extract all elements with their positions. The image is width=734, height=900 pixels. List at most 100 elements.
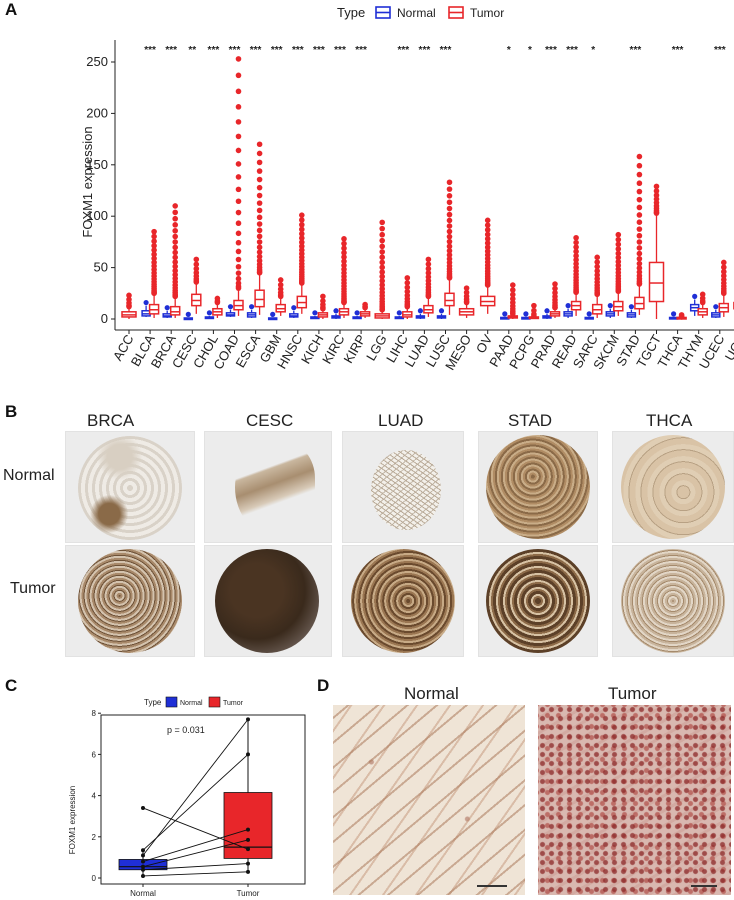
- outlier-point: [636, 260, 643, 267]
- panel-c-boxplot: Type Normal Tumor p = 0.031 FOXM1 expres…: [68, 696, 306, 898]
- significance-label: ***: [672, 45, 684, 56]
- panel-a-boxplot: Type Normal Tumor FOXM1 expression 0 50 10…: [80, 5, 734, 373]
- tumor-box-prad: [549, 281, 561, 318]
- column-label-stad: STAD: [508, 411, 553, 430]
- outlier-point: [446, 233, 453, 240]
- outlier-point: [256, 184, 263, 191]
- normal-box-luad: [415, 308, 426, 319]
- outlier-point: [636, 250, 643, 257]
- x-tick-label-ucs: UCS: [722, 332, 734, 364]
- paired-sample: [141, 827, 250, 864]
- outlier-point: [699, 291, 706, 298]
- outlier-point: [256, 214, 263, 221]
- outlier-point: [446, 243, 453, 250]
- outlier-point: [607, 303, 613, 309]
- outlier-point: [636, 180, 643, 187]
- normal-point: [141, 867, 145, 872]
- outlier-point: [446, 211, 453, 218]
- tumor-box-read: [570, 234, 582, 316]
- outlier-point: [143, 299, 149, 306]
- normal-point: [141, 859, 145, 864]
- outlier-point: [235, 133, 242, 140]
- outlier-point: [341, 240, 347, 247]
- outlier-point: [235, 270, 242, 276]
- outlier-point: [404, 284, 411, 291]
- plot-frame: [100, 714, 306, 885]
- outlier-point: [484, 222, 491, 228]
- significance-label: ***: [397, 45, 409, 56]
- outlier-point: [256, 221, 263, 227]
- outlier-point: [636, 171, 643, 178]
- tumor-box-meso: [458, 285, 475, 318]
- outlier-point: [615, 231, 622, 238]
- outlier-point: [573, 260, 579, 267]
- outlier-point: [256, 207, 263, 214]
- normal-box-cesc: [183, 311, 194, 321]
- outlier-point: [463, 289, 470, 296]
- tumor-point: [246, 869, 250, 874]
- outlier-point: [299, 226, 305, 233]
- outlier-point: [379, 259, 386, 266]
- outlier-point: [671, 311, 677, 317]
- outlier-point: [636, 219, 643, 225]
- outlier-point: [636, 269, 643, 275]
- p-value-annotation: p = 0.031: [167, 725, 205, 735]
- legend-tumor-label: Tumor: [223, 700, 244, 707]
- tumor-box-esca: [254, 141, 265, 315]
- outlier-point: [484, 227, 491, 233]
- significance-label: ***: [208, 45, 220, 56]
- tumor-box-lusc: [444, 179, 455, 315]
- outlier-point: [636, 255, 643, 262]
- outlier-point: [544, 308, 550, 314]
- plot-marks: *** *** ** *** *** *** *** *** *** *** *** *** *** **…: [121, 45, 734, 321]
- outlier-point: [256, 239, 263, 245]
- outlier-point: [446, 217, 453, 224]
- outlier-point: [594, 259, 600, 265]
- outlier-point: [653, 192, 660, 199]
- ihc-brca-tumor: [65, 545, 195, 657]
- outlier-point: [615, 241, 622, 248]
- significance-label: **: [188, 45, 196, 56]
- tumor-box-kirc: [338, 236, 350, 318]
- outlier-point: [256, 244, 263, 251]
- tumor-box-stad: [634, 153, 645, 315]
- outlier-point: [249, 304, 255, 310]
- pair-line: [142, 807, 249, 850]
- paired-sample: [141, 805, 250, 852]
- outlier-point: [552, 289, 558, 296]
- outlier-point: [172, 263, 178, 270]
- outlier-point: [299, 247, 305, 253]
- outlier-point: [299, 217, 305, 223]
- outlier-point: [235, 263, 242, 270]
- outlier-point: [235, 275, 242, 282]
- legend-normal-label: Normal: [397, 6, 436, 20]
- outlier-point: [446, 205, 453, 212]
- outlier-point: [193, 269, 200, 276]
- outlier-point: [151, 233, 157, 240]
- outlier-point: [379, 282, 386, 288]
- outlier-point: [235, 220, 242, 227]
- outlier-point: [721, 259, 727, 266]
- outlier-point: [446, 238, 453, 245]
- tumor-point: [246, 847, 250, 852]
- pair-line: [142, 871, 249, 877]
- ihc-luad-normal: [342, 431, 464, 543]
- outlier-point: [235, 56, 242, 62]
- outlier-point: [404, 275, 411, 281]
- ihc-brca-normal: [65, 431, 195, 543]
- panel-a-letter: A: [5, 0, 18, 19]
- outlier-point: [151, 228, 157, 235]
- outlier-point: [615, 258, 622, 265]
- tumor-box-ucec: [718, 259, 730, 317]
- outlier-point: [256, 257, 263, 264]
- outlier-point: [594, 268, 600, 274]
- outlier-point: [678, 312, 685, 318]
- tumor-box-lihc: [402, 275, 413, 319]
- outlier-point: [636, 212, 643, 218]
- outlier-point: [235, 198, 242, 205]
- outlier-point: [172, 244, 178, 251]
- panel-d-letter: D: [317, 676, 330, 695]
- y-tick-label: 0: [101, 311, 108, 326]
- normal-box-lihc: [394, 310, 405, 320]
- pair-line: [142, 829, 249, 862]
